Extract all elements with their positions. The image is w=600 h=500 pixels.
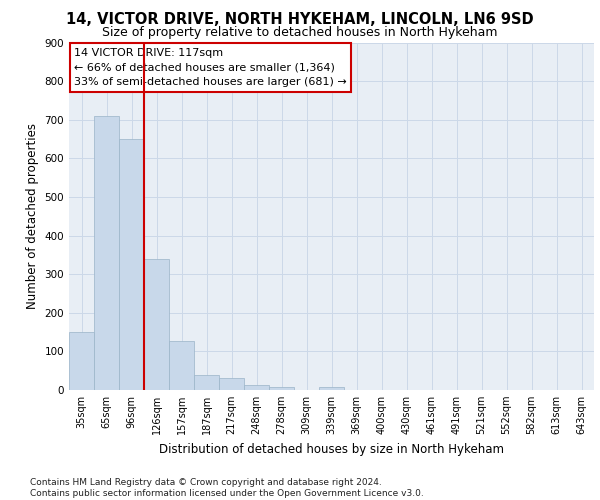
Y-axis label: Number of detached properties: Number of detached properties — [26, 123, 39, 309]
Bar — [269, 387, 294, 390]
Bar — [319, 387, 344, 390]
Text: Contains HM Land Registry data © Crown copyright and database right 2024.
Contai: Contains HM Land Registry data © Crown c… — [30, 478, 424, 498]
Bar — [119, 139, 144, 390]
Bar — [219, 378, 244, 390]
Bar — [244, 386, 269, 390]
Bar — [194, 374, 219, 390]
Text: 14 VICTOR DRIVE: 117sqm
← 66% of detached houses are smaller (1,364)
33% of semi: 14 VICTOR DRIVE: 117sqm ← 66% of detache… — [74, 48, 347, 88]
Bar — [69, 332, 94, 390]
Bar — [94, 116, 119, 390]
Text: Size of property relative to detached houses in North Hykeham: Size of property relative to detached ho… — [102, 26, 498, 39]
X-axis label: Distribution of detached houses by size in North Hykeham: Distribution of detached houses by size … — [159, 442, 504, 456]
Bar — [169, 340, 194, 390]
Text: 14, VICTOR DRIVE, NORTH HYKEHAM, LINCOLN, LN6 9SD: 14, VICTOR DRIVE, NORTH HYKEHAM, LINCOLN… — [66, 12, 534, 28]
Bar — [144, 258, 169, 390]
